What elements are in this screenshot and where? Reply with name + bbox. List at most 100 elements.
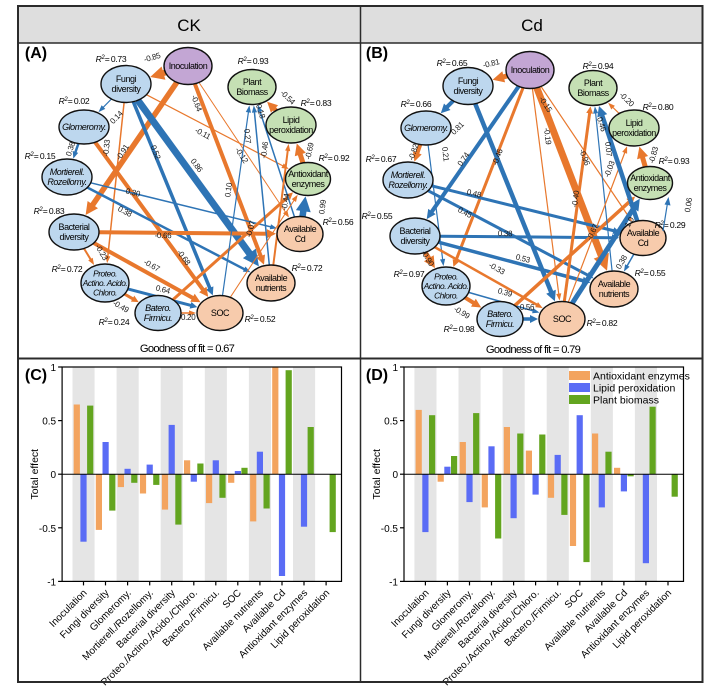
svg-text:Inoculation: Inoculation — [511, 65, 550, 75]
svg-text:Cd: Cd — [521, 16, 543, 35]
svg-text:-0.07: -0.07 — [244, 219, 257, 238]
svg-text:0: 0 — [392, 470, 398, 481]
svg-text:-0.83: -0.83 — [647, 145, 660, 164]
svg-text:1: 1 — [392, 363, 398, 374]
svg-text:Chloro.: Chloro. — [434, 290, 458, 300]
svg-text:R2= 0.93: R2= 0.93 — [238, 56, 269, 66]
svg-text:Antioxidant enzymes: Antioxidant enzymes — [593, 371, 690, 383]
svg-text:R2= 0.72: R2= 0.72 — [52, 264, 83, 274]
svg-text:0.10: 0.10 — [223, 182, 234, 198]
svg-text:-0.19: -0.19 — [542, 127, 553, 146]
svg-text:-0.81: -0.81 — [482, 57, 501, 70]
svg-text:Actino. Acido.: Actino. Acido. — [82, 278, 128, 288]
svg-text:Rozellomy.: Rozellomy. — [47, 177, 86, 187]
svg-text:Cd: Cd — [295, 234, 306, 244]
svg-text:Biomass: Biomass — [577, 88, 609, 98]
svg-text:Glomeromy.: Glomeromy. — [404, 123, 448, 133]
svg-text:0.21: 0.21 — [440, 146, 451, 162]
svg-text:enzymes: enzymes — [292, 179, 326, 189]
svg-text:R2= 0.15: R2= 0.15 — [25, 151, 56, 161]
svg-text:0.27: 0.27 — [242, 128, 253, 144]
svg-text:Goodness of fit = 0.79: Goodness of fit = 0.79 — [486, 344, 581, 356]
svg-text:0.06: 0.06 — [683, 196, 694, 212]
svg-text:R2= 0.55: R2= 0.55 — [635, 268, 666, 278]
svg-text:nutrients: nutrients — [599, 289, 630, 299]
svg-text:(B): (B) — [366, 45, 388, 62]
svg-text:-0.5: -0.5 — [381, 524, 399, 535]
svg-text:diversity: diversity — [60, 232, 90, 242]
svg-text:R2= 0.98: R2= 0.98 — [444, 324, 475, 334]
svg-text:R2= 0.29: R2= 0.29 — [655, 220, 686, 230]
svg-text:R2= 0.02: R2= 0.02 — [59, 96, 90, 106]
svg-text:Plant: Plant — [584, 78, 603, 88]
svg-text:0.5: 0.5 — [384, 417, 398, 428]
svg-text:Proteo.: Proteo. — [93, 269, 117, 279]
svg-text:R2= 0.24: R2= 0.24 — [99, 317, 130, 327]
svg-text:Lipid: Lipid — [283, 115, 300, 125]
svg-text:nutrients: nutrients — [256, 283, 287, 293]
svg-text:enzymes: enzymes — [634, 183, 668, 193]
svg-text:R2= 0.52: R2= 0.52 — [245, 314, 276, 324]
svg-text:R2= 0.83: R2= 0.83 — [34, 206, 65, 216]
svg-text:R2= 0.67: R2= 0.67 — [366, 154, 397, 164]
svg-text:Total effect: Total effect — [371, 449, 383, 500]
svg-text:Lipid: Lipid — [626, 118, 643, 128]
svg-text:SOC: SOC — [211, 308, 230, 318]
svg-text:0.48: 0.48 — [466, 187, 483, 199]
svg-text:Cd: Cd — [638, 238, 649, 248]
svg-text:(A): (A) — [25, 45, 47, 62]
svg-text:R2= 0.73: R2= 0.73 — [96, 54, 127, 64]
svg-text:Proteo.: Proteo. — [434, 272, 458, 282]
svg-text:Chloro.: Chloro. — [93, 287, 117, 297]
svg-text:diversity: diversity — [112, 84, 142, 94]
svg-text:Available: Available — [284, 224, 317, 234]
svg-text:R2= 0.94: R2= 0.94 — [583, 61, 614, 71]
svg-text:-0.44: -0.44 — [280, 192, 292, 211]
svg-text:0.18: 0.18 — [254, 103, 267, 120]
svg-text:Lipid peroxidation: Lipid peroxidation — [593, 383, 675, 395]
svg-text:0.39: 0.39 — [497, 286, 514, 299]
svg-text:Antioxidant: Antioxidant — [288, 169, 329, 179]
svg-text:CK: CK — [177, 16, 201, 35]
svg-text:-0.40: -0.40 — [570, 189, 581, 208]
svg-text:0.64: 0.64 — [155, 283, 172, 296]
svg-text:Glomeromy.: Glomeromy. — [62, 122, 106, 132]
svg-text:(D): (D) — [366, 367, 388, 384]
svg-text:0.46: 0.46 — [595, 116, 608, 133]
svg-text:-1: -1 — [47, 577, 56, 588]
svg-text:Bacterial: Bacterial — [59, 222, 90, 232]
svg-text:-0.20: -0.20 — [179, 313, 197, 322]
svg-text:R2= 0.92: R2= 0.92 — [319, 153, 350, 163]
svg-text:-0.33: -0.33 — [101, 138, 112, 156]
svg-text:R2= 0.82: R2= 0.82 — [587, 318, 618, 328]
svg-text:-0.5: -0.5 — [39, 524, 57, 535]
svg-text:Goodness of fit = 0.67: Goodness of fit = 0.67 — [140, 343, 235, 355]
svg-text:Actino. Acido.: Actino. Acido. — [423, 281, 469, 291]
svg-text:Firmicu.: Firmicu. — [486, 319, 514, 329]
svg-text:peroxidation: peroxidation — [612, 128, 656, 138]
svg-text:Antioxidant: Antioxidant — [630, 173, 671, 183]
svg-text:R2= 0.80: R2= 0.80 — [643, 102, 674, 112]
svg-text:R2= 0.83: R2= 0.83 — [301, 98, 332, 108]
svg-text:Bacterial: Bacterial — [400, 226, 431, 236]
svg-text:Available: Available — [627, 228, 660, 238]
svg-text:Mortierell.: Mortierell. — [391, 170, 426, 180]
svg-text:Available: Available — [255, 273, 288, 283]
svg-text:R2= 0.65: R2= 0.65 — [437, 58, 468, 68]
svg-text:(C): (C) — [25, 367, 47, 384]
svg-text:Inoculation: Inoculation — [169, 61, 208, 71]
svg-text:0.38: 0.38 — [498, 229, 513, 238]
svg-text:-1: -1 — [389, 577, 398, 588]
svg-text:SOC: SOC — [553, 314, 572, 324]
svg-text:0: 0 — [51, 470, 57, 481]
svg-text:0.07: 0.07 — [603, 141, 614, 157]
svg-text:Available: Available — [598, 279, 631, 289]
svg-text:R2= 0.72: R2= 0.72 — [292, 263, 323, 273]
svg-text:-0.69: -0.69 — [303, 141, 315, 160]
svg-text:-0.46: -0.46 — [259, 140, 270, 159]
svg-text:-0.66: -0.66 — [155, 231, 173, 240]
svg-text:Rozellomy.: Rozellomy. — [388, 180, 427, 190]
svg-text:Mortierell.: Mortierell. — [50, 167, 85, 177]
svg-text:Fungi: Fungi — [116, 74, 137, 84]
svg-text:R2= 0.55: R2= 0.55 — [362, 211, 393, 221]
